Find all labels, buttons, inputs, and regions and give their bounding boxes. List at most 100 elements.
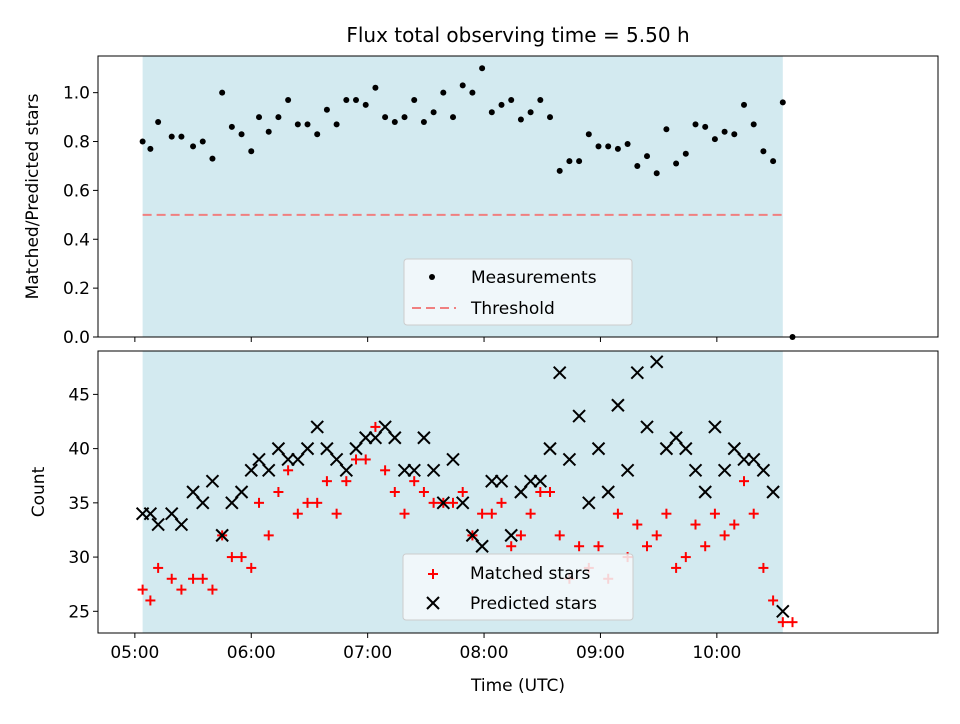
- measurement-point: [294, 121, 301, 128]
- count-y-axis-label: Count: [29, 466, 49, 517]
- y-tick-label: 0.8: [63, 133, 90, 153]
- x-tick-label: 09:00: [576, 643, 625, 663]
- measurement-point: [304, 121, 311, 128]
- count-points: [135, 355, 798, 628]
- matched-star-point: [246, 562, 257, 573]
- ratio-legend: Measurements Threshold: [403, 258, 633, 326]
- measurement-point: [459, 82, 466, 89]
- predicted-star-point: [562, 452, 577, 467]
- matched-star-point: [642, 541, 653, 552]
- matched-star-point: [700, 541, 711, 552]
- matched-star-point: [263, 530, 274, 541]
- matched-star-point: [207, 584, 218, 595]
- measurement-point: [238, 131, 245, 138]
- matched-star-point: [680, 552, 691, 563]
- measurement-point: [219, 89, 226, 96]
- predicted-star-point: [514, 485, 528, 499]
- matched-star-point: [729, 519, 740, 530]
- predicted-star-point: [688, 463, 703, 478]
- x-tick-label: 07:00: [343, 643, 392, 663]
- y-tick-label: 0.2: [63, 279, 90, 299]
- predicted-star-point: [649, 355, 664, 369]
- measurement-point: [139, 138, 146, 145]
- measurement-point: [391, 118, 398, 125]
- measurement-point: [760, 148, 767, 155]
- matched-star-point: [515, 530, 526, 541]
- matched-star-point: [535, 487, 546, 497]
- x-tick-label: 10:00: [692, 643, 741, 663]
- predicted-star-point: [215, 528, 229, 543]
- predicted-star-point: [737, 452, 751, 467]
- predicted-star-point: [582, 496, 596, 510]
- measurement-point: [750, 121, 757, 128]
- chart-title: Flux total observing time = 5.50 h: [346, 23, 689, 47]
- y-tick-label: 0.0: [63, 328, 90, 348]
- measurement-point: [585, 131, 592, 138]
- matched-star-point: [351, 454, 362, 465]
- predicted-star-point: [708, 420, 722, 434]
- matched-star-point: [709, 508, 720, 519]
- matched-star-point: [574, 541, 585, 552]
- measurement-point: [576, 158, 583, 165]
- predicted-star-point: [143, 506, 158, 521]
- predicted-star-point: [262, 463, 276, 478]
- matched-star-point: [506, 541, 517, 552]
- predicted-star-point: [174, 517, 189, 532]
- matched-star-point: [312, 497, 323, 508]
- y-tick-label: 40: [68, 440, 90, 460]
- predicted-star-point: [494, 474, 509, 488]
- count-panel: 25 30 35 40 45 05:00 06:00 07:00 08:00 09:00 10:0…: [29, 350, 939, 696]
- legend-matched-marker: [428, 569, 438, 579]
- matched-star-point: [145, 595, 156, 606]
- predicted-star-point: [620, 463, 635, 478]
- measurement-point: [556, 167, 563, 174]
- matched-star-point: [418, 487, 429, 497]
- measurement-point: [420, 118, 427, 125]
- predicted-star-point: [659, 441, 674, 456]
- matched-star-point: [331, 508, 342, 519]
- matched-star-point: [787, 617, 798, 628]
- measurement-point: [488, 109, 495, 116]
- x-tick-label: 06:00: [227, 643, 276, 663]
- matched-star-point: [176, 584, 187, 595]
- predicted-star-point: [456, 496, 470, 510]
- legend-threshold-label: Threshold: [470, 299, 555, 319]
- measurement-point: [595, 143, 602, 150]
- predicted-star-point: [698, 485, 712, 499]
- measurement-point: [614, 145, 621, 152]
- count-legend: Matched stars Predicted stars: [402, 553, 634, 621]
- predicted-star-point: [378, 420, 392, 434]
- predicted-star-point: [553, 365, 567, 380]
- measurement-point: [779, 99, 786, 106]
- measurement-point: [285, 96, 292, 103]
- measurement-point: [624, 140, 631, 147]
- predicted-star-point: [407, 463, 421, 478]
- measurement-point: [199, 138, 206, 145]
- predicted-star-point: [436, 496, 451, 510]
- matched-star-point: [226, 552, 237, 563]
- measurement-point: [547, 114, 554, 121]
- matched-star-point: [409, 476, 420, 487]
- predicted-star-point: [475, 539, 489, 553]
- measurement-point: [411, 96, 418, 103]
- predicted-star-point: [359, 431, 373, 445]
- predicted-star-point: [329, 452, 344, 467]
- matched-star-point: [486, 508, 497, 519]
- ratio-y-axis-label: Matched/Predicted stars: [23, 93, 43, 299]
- measurement-point: [401, 114, 408, 121]
- legend-predicted-label: Predicted stars: [470, 594, 597, 614]
- measurement-point: [741, 101, 748, 108]
- measurement-point: [770, 158, 777, 165]
- legend-matched-label: Matched stars: [470, 564, 590, 584]
- predicted-star-point: [417, 431, 431, 445]
- measurement-point: [155, 118, 162, 125]
- y-tick-label: 45: [68, 385, 90, 405]
- measurement-point: [323, 106, 330, 113]
- matched-star-point: [389, 487, 400, 497]
- matched-star-point: [399, 508, 410, 519]
- legend-plus-glyph: [428, 569, 438, 579]
- matched-star-point: [428, 497, 439, 508]
- matched-star-point: [768, 595, 779, 606]
- y-tick-label: 1.0: [63, 84, 90, 104]
